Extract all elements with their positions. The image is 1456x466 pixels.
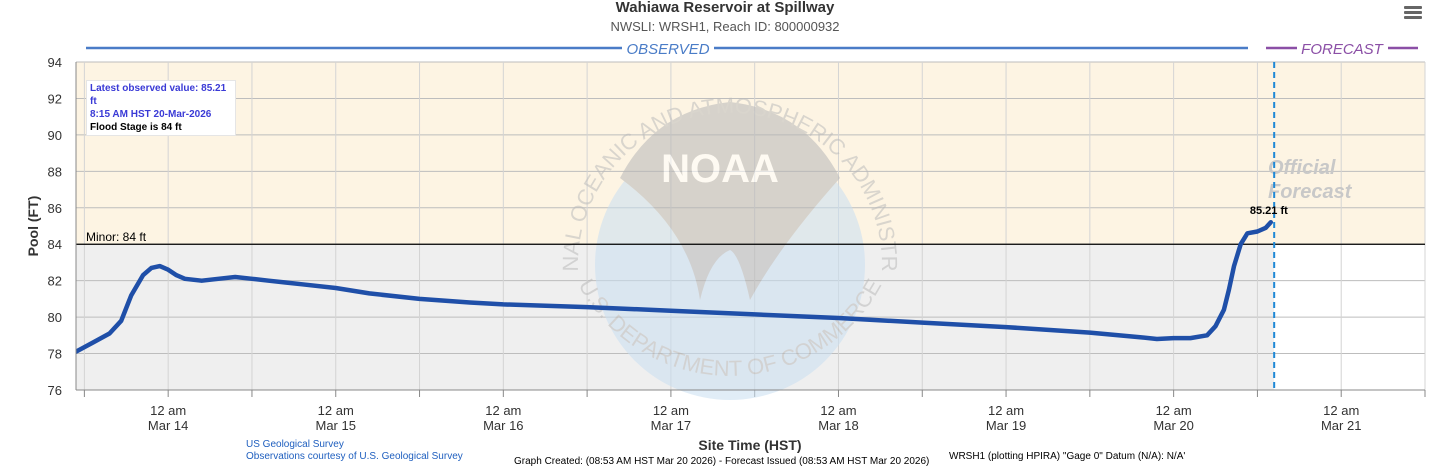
hamburger-menu-icon <box>1404 6 1422 9</box>
x-tick-time-label: 12 am <box>1156 403 1192 418</box>
y-tick-label: 90 <box>48 128 62 143</box>
y-tick-label: 84 <box>48 237 62 252</box>
y-tick-label: 86 <box>48 201 62 216</box>
x-tick-time-label: 12 am <box>653 403 689 418</box>
latest-observed-value: Latest observed value: 85.21 ft <box>90 83 227 107</box>
x-tick-date-label: Mar 18 <box>818 418 858 433</box>
flood-stage-label: Minor: 84 ft <box>86 230 147 244</box>
observed-label: OBSERVED <box>626 41 709 58</box>
band-above-flood-forecast <box>1274 62 1425 245</box>
forecast-label: FORECAST <box>1301 41 1385 58</box>
y-axis-title: Pool (FT) <box>25 196 41 257</box>
latest-observed-time: 8:15 AM HST 20-Mar-2026 <box>90 109 212 120</box>
x-tick-date-label: Mar 21 <box>1321 418 1361 433</box>
latest-value-label: 85.21 ft <box>1250 205 1288 217</box>
forecast-watermark-line2: Forecast <box>1268 181 1353 203</box>
datum-text: WRSH1 (plotting HPIRA) "Gage 0" Datum (N… <box>949 451 1185 462</box>
x-tick-date-label: Mar 15 <box>316 418 356 433</box>
chart-menu-button[interactable] <box>1402 4 1424 24</box>
hamburger-menu-icon-bar2 <box>1404 11 1422 14</box>
y-tick-label: 94 <box>48 55 62 70</box>
x-tick-date-label: Mar 16 <box>483 418 523 433</box>
x-axis-title: Site Time (HST) <box>698 437 801 453</box>
noaa-bird-icon <box>620 102 840 300</box>
x-tick-time-label: 12 am <box>820 403 856 418</box>
chart-subtitle: NWSLI: WRSH1, Reach ID: 800000932 <box>610 19 839 34</box>
graph-created-text: Graph Created: (08:53 AM HST Mar 20 2026… <box>514 456 929 466</box>
x-tick-date-label: Mar 19 <box>986 418 1026 433</box>
forecast-header: FORECAST <box>1266 41 1418 58</box>
x-tick-time-label: 12 am <box>1323 403 1359 418</box>
y-tick-label: 78 <box>48 347 62 362</box>
hamburger-menu-icon-bar3 <box>1404 16 1422 19</box>
y-tick-label: 92 <box>48 91 62 106</box>
source-courtesy: Observations courtesy of U.S. Geological… <box>246 451 463 462</box>
chart-title: Wahiawa Reservoir at Spillway <box>616 0 835 16</box>
y-tick-label: 88 <box>48 164 62 179</box>
noaa-logo-word: NOAA <box>661 147 779 191</box>
latest-observation-box: Latest observed value: 85.21 ft 8:15 AM … <box>86 80 236 136</box>
x-tick-date-label: Mar 17 <box>651 418 691 433</box>
flood-stage-text: Flood Stage is 84 ft <box>90 122 182 133</box>
y-tick-label: 80 <box>48 310 62 325</box>
observed-header: OBSERVED <box>86 41 1248 58</box>
series-line-pool <box>76 219 1274 354</box>
x-tick-date-label: Mar 20 <box>1153 418 1193 433</box>
source-agency: US Geological Survey <box>246 439 344 450</box>
x-tick-time-label: 12 am <box>988 403 1024 418</box>
y-axis-ticks: 76 78 80 82 84 86 88 90 92 94 <box>48 55 62 398</box>
x-tick-time-label: 12 am <box>318 403 354 418</box>
x-tick-time-label: 12 am <box>485 403 521 418</box>
y-tick-label: 82 <box>48 274 62 289</box>
forecast-watermark-line1: Official <box>1268 157 1336 179</box>
x-tick-time-label: 12 am <box>150 403 186 418</box>
x-tick-date-label: Mar 14 <box>148 418 188 433</box>
y-tick-label: 76 <box>48 383 62 398</box>
